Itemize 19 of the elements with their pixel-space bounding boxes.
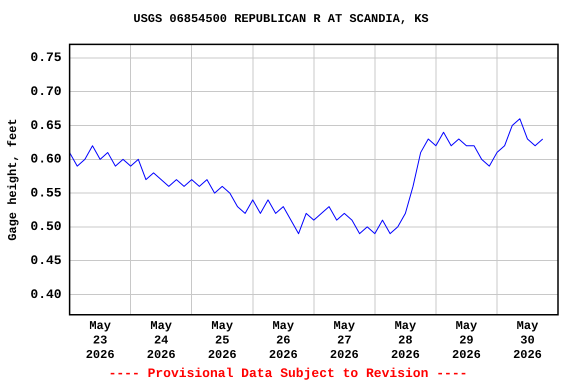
x-tick-label: May 24 2026: [146, 319, 176, 362]
x-tick-label: May 23 2026: [86, 319, 115, 362]
y-tick-label: 0.60: [30, 152, 62, 167]
chart-title: USGS 06854500 REPUBLICAN R AT SCANDIA, KS: [133, 12, 429, 26]
x-tick-label: May 26 2026: [268, 319, 298, 362]
x-tick-label: May 30 2026: [513, 319, 542, 362]
y-tick-label: 0.55: [30, 185, 62, 200]
x-tick-label: May 27 2026: [330, 319, 359, 362]
y-axis-title: Gage height, feet: [6, 118, 20, 241]
x-tick-label: May 29 2026: [452, 319, 481, 362]
y-tick-label: 0.45: [30, 253, 62, 268]
y-tick-label: 0.70: [30, 84, 62, 99]
y-tick-label: 0.65: [30, 118, 62, 133]
x-tick-label: May 25 2026: [208, 319, 237, 362]
y-tick-label: 0.75: [30, 50, 62, 66]
x-tick-label: May 28 2026: [390, 319, 420, 362]
text: ---- Provisional Data Subject to Revision ----: [108, 366, 468, 381]
y-tick-label: 0.50: [30, 219, 62, 234]
y-tick-label: 0.40: [30, 286, 62, 302]
